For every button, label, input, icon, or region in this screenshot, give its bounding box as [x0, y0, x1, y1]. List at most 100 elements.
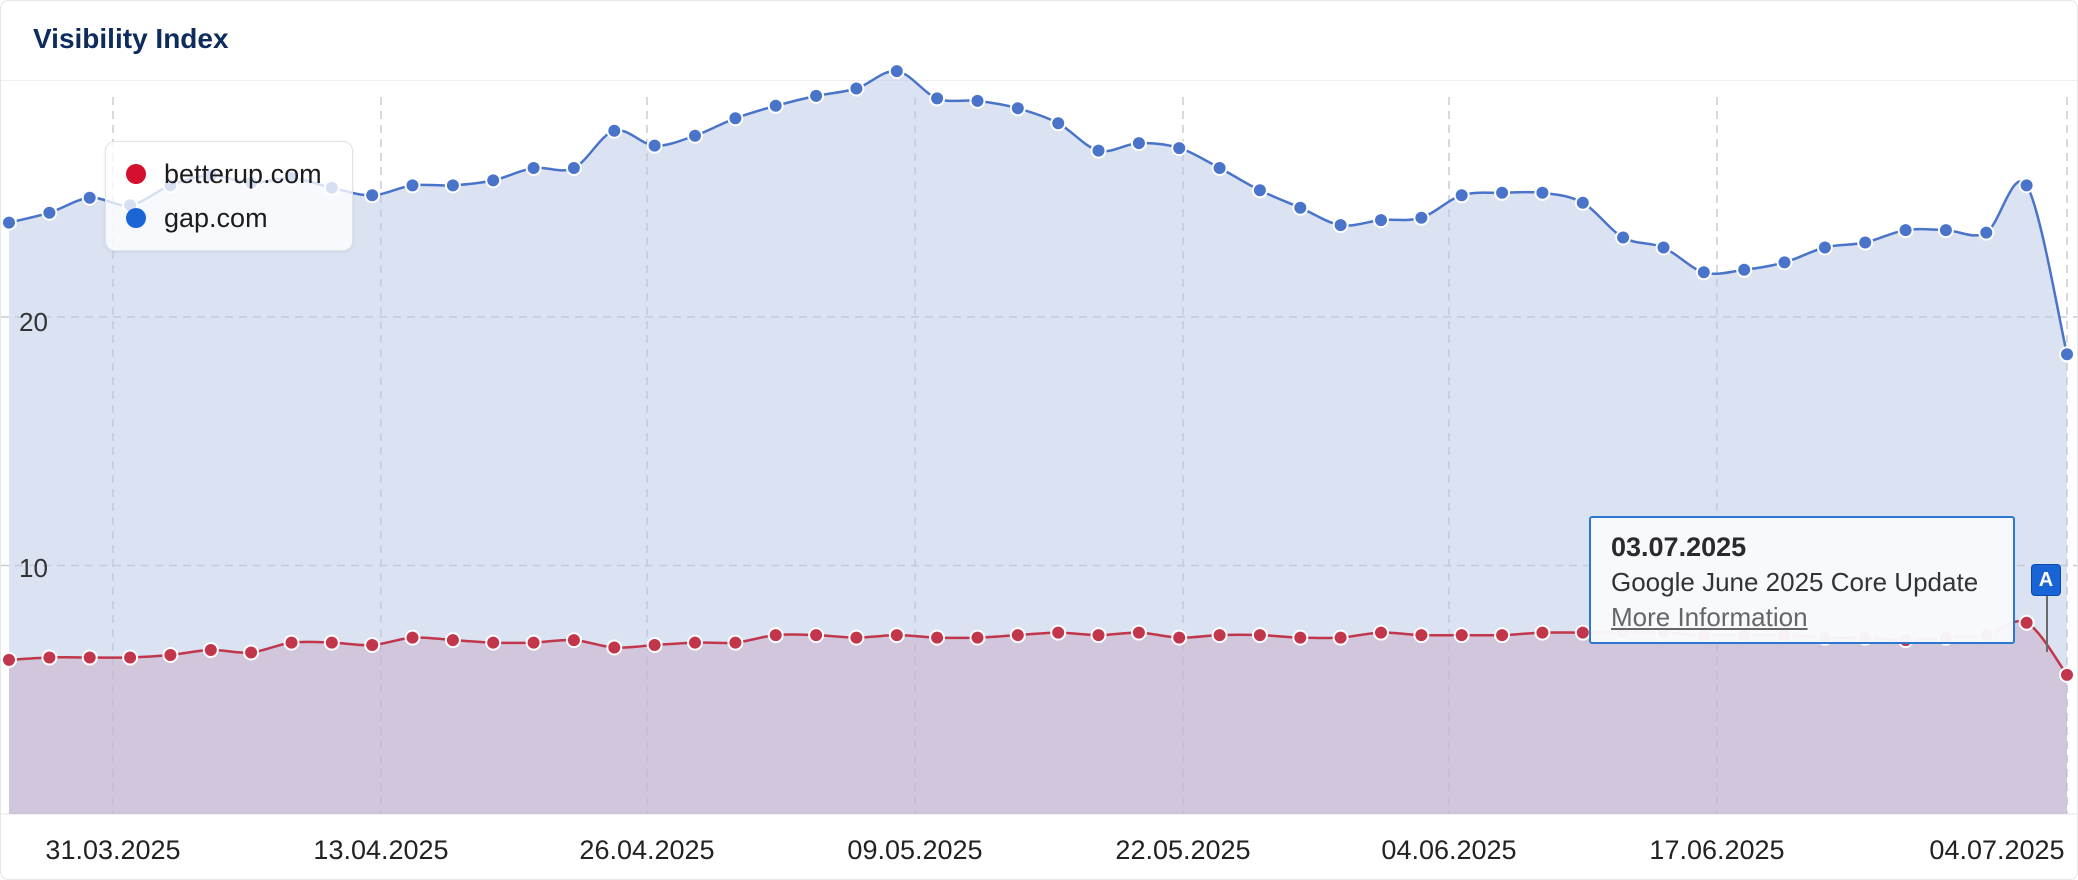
point-gap-com[interactable]	[444, 177, 461, 194]
point-betterup-com[interactable]	[1413, 627, 1430, 644]
point-gap-com[interactable]	[41, 204, 58, 221]
point-gap-com[interactable]	[1292, 199, 1309, 216]
point-gap-com[interactable]	[1534, 184, 1551, 201]
point-betterup-com[interactable]	[1, 651, 17, 668]
point-betterup-com[interactable]	[565, 632, 582, 649]
point-betterup-com[interactable]	[162, 647, 179, 663]
point-gap-com[interactable]	[1211, 160, 1228, 176]
point-betterup-com[interactable]	[1373, 624, 1389, 641]
point-betterup-com[interactable]	[122, 649, 139, 666]
point-gap-com[interactable]	[808, 87, 825, 104]
point-gap-com[interactable]	[1251, 182, 1268, 199]
point-gap-com[interactable]	[888, 63, 905, 80]
point-gap-com[interactable]	[1373, 212, 1389, 229]
point-betterup-com[interactable]	[767, 627, 784, 644]
point-gap-com[interactable]	[1736, 261, 1753, 278]
event-flag-marker[interactable]: A	[2031, 564, 2061, 596]
point-gap-com[interactable]	[1090, 142, 1107, 159]
point-gap-com[interactable]	[81, 189, 98, 206]
point-betterup-com[interactable]	[444, 632, 461, 649]
point-gap-com[interactable]	[1171, 140, 1188, 157]
point-betterup-com[interactable]	[404, 629, 421, 646]
point-betterup-com[interactable]	[1453, 627, 1470, 644]
point-gap-com[interactable]	[606, 122, 623, 139]
point-betterup-com[interactable]	[888, 627, 905, 644]
point-betterup-com[interactable]	[1009, 627, 1026, 644]
point-gap-com[interactable]	[2018, 177, 2035, 194]
point-betterup-com[interactable]	[808, 627, 825, 644]
point-gap-com[interactable]	[404, 177, 421, 194]
point-betterup-com[interactable]	[606, 639, 623, 656]
point-betterup-com[interactable]	[1292, 629, 1309, 646]
point-betterup-com[interactable]	[2018, 614, 2035, 631]
point-gap-com[interactable]	[1574, 194, 1591, 211]
x-tick-label: 13.04.2025	[313, 835, 448, 865]
point-betterup-com[interactable]	[525, 634, 542, 651]
point-gap-com[interactable]	[767, 97, 784, 114]
point-gap-com[interactable]	[1937, 222, 1954, 239]
point-gap-com[interactable]	[1655, 239, 1672, 256]
point-betterup-com[interactable]	[687, 634, 703, 651]
point-betterup-com[interactable]	[1090, 627, 1107, 644]
point-betterup-com[interactable]	[1251, 627, 1268, 644]
point-betterup-com[interactable]	[929, 629, 946, 646]
point-gap-com[interactable]	[1615, 229, 1632, 246]
point-gap-com[interactable]	[1130, 135, 1147, 152]
point-gap-com[interactable]	[1776, 254, 1793, 271]
point-gap-com[interactable]	[565, 160, 582, 176]
event-tooltip: 03.07.2025 Google June 2025 Core Update …	[1589, 516, 2015, 644]
point-gap-com[interactable]	[969, 92, 986, 109]
point-gap-com[interactable]	[525, 160, 542, 176]
point-gap-com[interactable]	[1050, 115, 1067, 132]
point-betterup-com[interactable]	[243, 644, 260, 661]
point-gap-com[interactable]	[485, 172, 502, 189]
point-gap-com[interactable]	[687, 127, 703, 144]
point-gap-com[interactable]	[1494, 184, 1511, 201]
point-gap-com[interactable]	[2059, 346, 2075, 363]
point-betterup-com[interactable]	[283, 634, 300, 651]
point-betterup-com[interactable]	[646, 637, 663, 653]
point-gap-com[interactable]	[1332, 217, 1349, 234]
x-tick-label: 04.06.2025	[1381, 835, 1516, 865]
point-betterup-com[interactable]	[969, 629, 986, 646]
point-gap-com[interactable]	[364, 187, 381, 204]
point-gap-com[interactable]	[1695, 264, 1712, 281]
point-gap-com[interactable]	[1, 214, 17, 231]
point-gap-com[interactable]	[1857, 234, 1874, 251]
point-betterup-com[interactable]	[1211, 627, 1228, 644]
legend-item-betterup[interactable]: betterup.com	[126, 156, 322, 192]
point-betterup-com[interactable]	[485, 634, 502, 651]
point-betterup-com[interactable]	[1130, 624, 1147, 641]
point-betterup-com[interactable]	[727, 634, 744, 651]
point-betterup-com[interactable]	[848, 629, 865, 646]
point-betterup-com[interactable]	[364, 637, 381, 653]
point-gap-com[interactable]	[727, 110, 744, 127]
event-name: Google June 2025 Core Update	[1611, 567, 1979, 597]
point-betterup-com[interactable]	[323, 634, 340, 651]
point-gap-com[interactable]	[929, 90, 946, 107]
point-betterup-com[interactable]	[2059, 666, 2075, 683]
point-gap-com[interactable]	[646, 137, 663, 154]
more-information-link[interactable]: More Information	[1611, 602, 1808, 632]
point-betterup-com[interactable]	[1171, 629, 1188, 646]
legend-item-gap[interactable]: gap.com	[126, 200, 268, 236]
point-betterup-com[interactable]	[1494, 627, 1511, 644]
point-betterup-com[interactable]	[41, 649, 58, 666]
point-betterup-com[interactable]	[202, 642, 219, 658]
point-gap-com[interactable]	[1413, 209, 1430, 226]
point-gap-com[interactable]	[1897, 222, 1914, 239]
point-gap-com[interactable]	[1816, 239, 1833, 256]
series-areas	[9, 70, 2067, 814]
point-betterup-com[interactable]	[81, 649, 98, 666]
chart-legend: betterup.com gap.com	[105, 141, 353, 251]
point-betterup-com[interactable]	[1574, 624, 1591, 641]
chart-title: Visibility Index	[33, 23, 229, 54]
point-betterup-com[interactable]	[1534, 624, 1551, 641]
point-gap-com[interactable]	[1978, 224, 1995, 241]
point-betterup-com[interactable]	[1332, 629, 1349, 646]
point-gap-com[interactable]	[1009, 100, 1026, 117]
point-gap-com[interactable]	[1453, 187, 1470, 204]
point-betterup-com[interactable]	[1050, 624, 1067, 641]
point-gap-com[interactable]	[848, 80, 865, 97]
